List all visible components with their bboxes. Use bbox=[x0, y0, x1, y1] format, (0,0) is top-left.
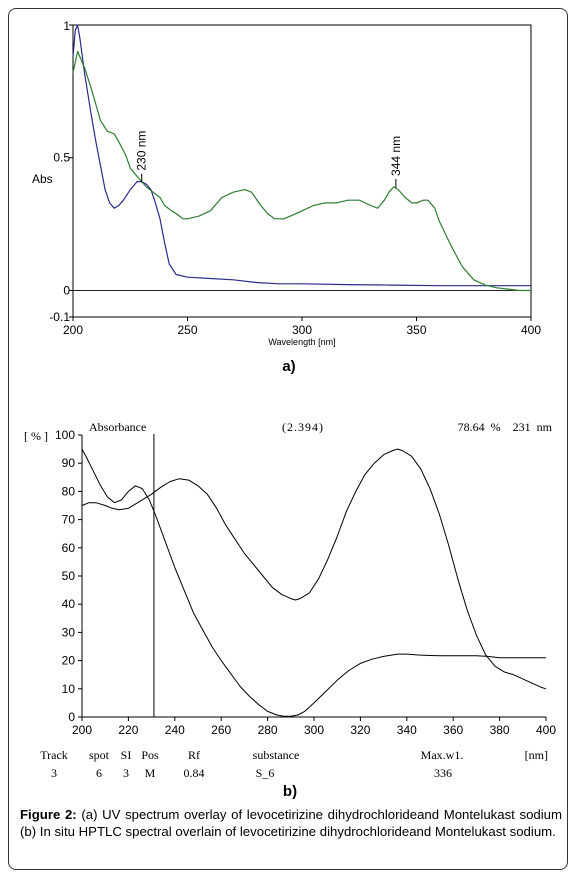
chart-b-xtick-label: 360 bbox=[443, 723, 463, 737]
caption-text: (a) UV spectrum overlay of levocetirizin… bbox=[20, 807, 563, 839]
chart-b-ytick-label: 10 bbox=[62, 682, 76, 696]
chart-b-title: Absorbance bbox=[89, 420, 146, 434]
table-header: SI bbox=[121, 748, 132, 762]
chart-a-ytick-label: 1 bbox=[63, 19, 70, 33]
caption-label: Figure 2: bbox=[20, 807, 77, 822]
table-header: Max.w1. bbox=[421, 748, 464, 762]
figure-caption: Figure 2: (a) UV spectrum overlay of lev… bbox=[20, 806, 562, 840]
table-cell: S_6 bbox=[256, 766, 275, 780]
figure-frame bbox=[8, 8, 568, 870]
chart-b-xtick-label: 300 bbox=[304, 723, 324, 737]
chart-b-xtick-label: 340 bbox=[397, 723, 417, 737]
chart-b-ytick-label: 100 bbox=[55, 428, 75, 442]
chart-a-xlabel: Wavelength [nm] bbox=[268, 337, 335, 347]
chart-b-xtick-label: 220 bbox=[118, 723, 138, 737]
chart-b-xtick-label: 200 bbox=[72, 723, 92, 737]
table-header: Rf bbox=[188, 748, 200, 762]
chart-a-xtick-label: 200 bbox=[63, 323, 83, 337]
chart-b: 200 220 240 260 280 300 320 340 360 380 400 100908… bbox=[24, 420, 556, 800]
chart-a-annotation: 344 nm bbox=[389, 136, 403, 176]
chart-b-ytick-label: 80 bbox=[62, 484, 76, 498]
table-cell: 6 bbox=[96, 766, 102, 780]
chart-b-series-line-1 bbox=[81, 448, 547, 690]
chart-a-xtick-label: 350 bbox=[406, 323, 426, 337]
chart-b-xtick-label: 380 bbox=[490, 723, 510, 737]
chart-a-ytick-label: 0.5 bbox=[53, 151, 70, 165]
chart-b-xtick-label: 260 bbox=[211, 723, 231, 737]
table-header: substance bbox=[253, 748, 300, 762]
chart-a-ytick-label: -0.1 bbox=[49, 310, 70, 324]
chart-b-series-line-2 bbox=[81, 448, 546, 717]
chart-a-series-line-2 bbox=[72, 50, 531, 292]
table-cell: 0.84 bbox=[184, 766, 205, 780]
table-cell: 3 bbox=[123, 766, 129, 780]
chart-b-xtick-label: 320 bbox=[350, 723, 370, 737]
chart-a-annotation: 230 nm bbox=[135, 131, 149, 171]
table-header: Pos bbox=[141, 748, 159, 762]
chart-b-ytick-label: 0 bbox=[68, 710, 75, 724]
chart-b-header-right: 78.64 % 231 nm bbox=[458, 420, 553, 434]
chart-b-ytick-label: 50 bbox=[62, 569, 76, 583]
chart-a-ylabel: Abs bbox=[32, 172, 53, 186]
chart-a-xtick-label: 300 bbox=[292, 323, 312, 337]
chart-b-xunit: [nm] bbox=[525, 748, 548, 762]
chart-a-ytick-label: 0 bbox=[63, 283, 70, 297]
chart-b-ylabel: [ % ] bbox=[24, 429, 48, 443]
table-cell: M bbox=[145, 766, 156, 780]
chart-b-ytick-label: 60 bbox=[62, 541, 76, 555]
chart-b-header-value: (2.394) bbox=[282, 420, 324, 434]
chart-b-ytick-label: 40 bbox=[62, 597, 76, 611]
table-cell: 3 bbox=[51, 766, 57, 780]
chart-b-ytick-label: 70 bbox=[62, 513, 76, 527]
table-cell: 336 bbox=[434, 766, 452, 780]
chart-b-xtick-label: 280 bbox=[258, 723, 278, 737]
chart-b-ytick-label: 20 bbox=[62, 654, 76, 668]
info-table: Track spot SI Pos Rf substance Max.w1. 3… bbox=[40, 748, 463, 780]
chart-b-panel-label: b) bbox=[283, 783, 297, 800]
chart-b-ytick-label: 30 bbox=[62, 625, 76, 639]
chart-b-ytick-label: 90 bbox=[62, 456, 76, 470]
chart-b-xtick-label: 400 bbox=[536, 723, 556, 737]
chart-a-xtick-label: 400 bbox=[521, 323, 541, 337]
chart-b-xtick-label: 240 bbox=[165, 723, 185, 737]
chart-a-series-line-1 bbox=[72, 24, 531, 287]
chart-a: 200 250 300 350 400 1 0.5 0 -0.1 230 nm 344 nm A… bbox=[32, 19, 541, 375]
table-header: spot bbox=[89, 748, 110, 762]
chart-a-panel-label: a) bbox=[282, 358, 295, 375]
chart-a-xtick-label: 250 bbox=[177, 323, 197, 337]
table-header: Track bbox=[40, 748, 68, 762]
